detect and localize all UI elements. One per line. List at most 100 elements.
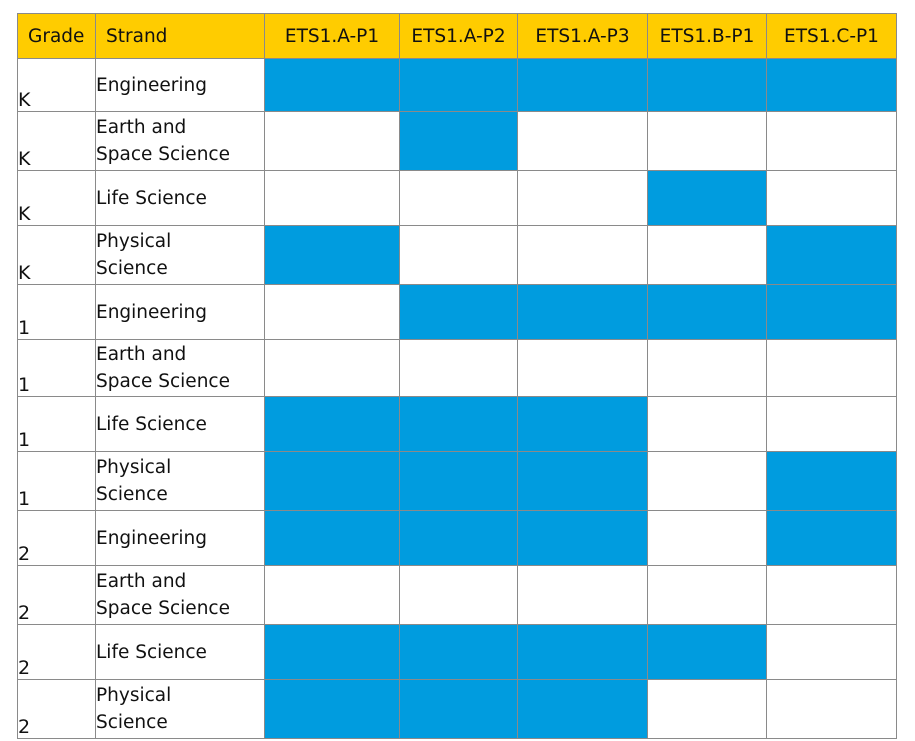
table-row: K Earth and Space Science [17, 111, 897, 171]
strand-cell: Physical Science [95, 451, 265, 511]
filled-cell [399, 111, 518, 171]
strand-cell: Physical Science [95, 679, 265, 739]
empty-cell [766, 565, 897, 625]
empty-cell [517, 339, 648, 397]
filled-cell [399, 510, 518, 566]
empty-cell [647, 225, 767, 285]
strand-cell: Earth and Space Science [95, 111, 265, 171]
filled-cell [517, 284, 648, 340]
table-body: K Engineering K Earth and Space Science K Lif… [17, 58, 897, 739]
empty-cell [264, 170, 400, 226]
header-ets1-a-p3: ETS1.A-P3 [517, 13, 648, 59]
strand-cell: Earth and Space Science [95, 339, 265, 397]
empty-cell [766, 396, 897, 452]
filled-cell [766, 510, 897, 566]
filled-cell [264, 451, 400, 511]
filled-cell [517, 451, 648, 511]
empty-cell [399, 225, 518, 285]
table-row: 2 Engineering [17, 510, 897, 566]
empty-cell [517, 111, 648, 171]
strand-cell: Engineering [95, 58, 265, 112]
filled-cell [399, 58, 518, 112]
empty-cell [766, 111, 897, 171]
table-header: Grade Strand ETS1.A-P1 ETS1.A-P2 ETS1.A-… [17, 13, 897, 59]
empty-cell [517, 170, 648, 226]
empty-cell [766, 624, 897, 680]
empty-cell [399, 339, 518, 397]
grade-cell: 1 [17, 284, 96, 340]
grade-cell: 1 [17, 451, 96, 511]
filled-cell [399, 624, 518, 680]
header-ets1-b-p1: ETS1.B-P1 [647, 13, 767, 59]
grade-cell: 2 [17, 679, 96, 739]
header-row: Grade Strand ETS1.A-P1 ETS1.A-P2 ETS1.A-… [17, 13, 897, 59]
empty-cell [647, 679, 767, 739]
empty-cell [399, 170, 518, 226]
header-strand: Strand [95, 13, 265, 59]
filled-cell [517, 510, 648, 566]
filled-cell [766, 58, 897, 112]
filled-cell [647, 58, 767, 112]
filled-cell [766, 451, 897, 511]
empty-cell [647, 111, 767, 171]
table-row: K Engineering [17, 58, 897, 112]
filled-cell [766, 284, 897, 340]
filled-cell [399, 396, 518, 452]
empty-cell [647, 339, 767, 397]
table-row: 2 Physical Science [17, 679, 897, 739]
filled-cell [647, 170, 767, 226]
strand-cell: Life Science [95, 170, 265, 226]
header-grade: Grade [17, 13, 96, 59]
empty-cell [399, 565, 518, 625]
table-row: 1 Engineering [17, 284, 897, 340]
table-row: 2 Life Science [17, 624, 897, 680]
table-row: 2 Earth and Space Science [17, 565, 897, 625]
empty-cell [647, 451, 767, 511]
strand-cell: Physical Science [95, 225, 265, 285]
empty-cell [766, 170, 897, 226]
header-ets1-a-p1: ETS1.A-P1 [264, 13, 400, 59]
filled-cell [264, 624, 400, 680]
grade-cell: 2 [17, 510, 96, 566]
filled-cell [647, 284, 767, 340]
filled-cell [399, 679, 518, 739]
filled-cell [517, 396, 648, 452]
filled-cell [647, 624, 767, 680]
header-ets1-c-p1: ETS1.C-P1 [766, 13, 897, 59]
filled-cell [264, 396, 400, 452]
filled-cell [766, 225, 897, 285]
empty-cell [517, 565, 648, 625]
filled-cell [264, 58, 400, 112]
filled-cell [517, 679, 648, 739]
filled-cell [264, 510, 400, 566]
empty-cell [766, 679, 897, 739]
empty-cell [647, 396, 767, 452]
grade-cell: 1 [17, 339, 96, 397]
grade-cell: 2 [17, 565, 96, 625]
grade-cell: K [17, 225, 96, 285]
empty-cell [766, 339, 897, 397]
header-ets1-a-p2: ETS1.A-P2 [399, 13, 518, 59]
grade-cell: K [17, 111, 96, 171]
filled-cell [517, 58, 648, 112]
empty-cell [647, 565, 767, 625]
table-row: 1 Life Science [17, 396, 897, 452]
table-row: K Life Science [17, 170, 897, 226]
empty-cell [264, 111, 400, 171]
grade-cell: 2 [17, 624, 96, 680]
grade-cell: K [17, 58, 96, 112]
grade-cell: K [17, 170, 96, 226]
filled-cell [399, 451, 518, 511]
filled-cell [264, 225, 400, 285]
standards-table: Grade Strand ETS1.A-P1 ETS1.A-P2 ETS1.A-… [17, 13, 897, 739]
filled-cell [399, 284, 518, 340]
empty-cell [264, 339, 400, 397]
filled-cell [517, 624, 648, 680]
strand-cell: Life Science [95, 396, 265, 452]
table-row: 1 Earth and Space Science [17, 339, 897, 397]
strand-cell: Engineering [95, 510, 265, 566]
strand-cell: Earth and Space Science [95, 565, 265, 625]
strand-cell: Life Science [95, 624, 265, 680]
grade-cell: 1 [17, 396, 96, 452]
strand-cell: Engineering [95, 284, 265, 340]
